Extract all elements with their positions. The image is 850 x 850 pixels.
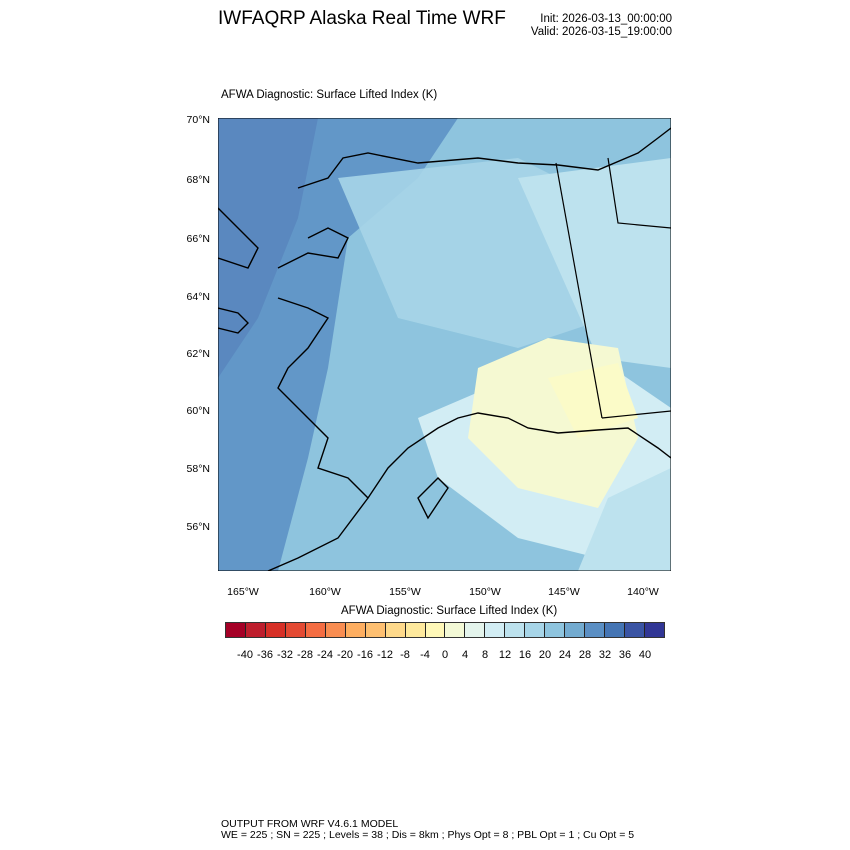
map-subtitle: AFWA Diagnostic: Surface Lifted Index (K… [221, 89, 438, 101]
colorbar-swatch [485, 623, 506, 637]
colorbar-swatch [545, 623, 566, 637]
colorbar-swatch [645, 623, 664, 637]
colorbar-title: AFWA Diagnostic: Surface Lifted Index (K… [341, 605, 558, 617]
lat-label: 60°N [186, 405, 210, 417]
colorbar-label: 12 [498, 649, 512, 661]
lon-label: 165°W [227, 586, 259, 598]
colorbar-label: -20 [337, 649, 353, 661]
footer: OUTPUT FROM WRF V4.6.1 MODEL WE = 225 ; … [221, 819, 634, 841]
colorbar-swatch [585, 623, 606, 637]
colorbar-label: -4 [420, 649, 430, 661]
colorbar-label: -36 [257, 649, 273, 661]
colorbar-swatch [305, 623, 326, 637]
field-gulf [578, 468, 671, 571]
lat-label: 70°N [186, 114, 210, 126]
lon-label: 145°W [548, 586, 580, 598]
colorbar-label: -24 [317, 649, 333, 661]
colorbar-label: -40 [237, 649, 253, 661]
footer-config: WE = 225 ; SN = 225 ; Levels = 38 ; Dis … [221, 829, 635, 841]
colorbar-swatch [325, 623, 346, 637]
colorbar-label: 4 [461, 649, 469, 661]
colorbar-label: 32 [598, 649, 612, 661]
colorbar-label: -16 [357, 649, 373, 661]
colorbar-swatch [405, 623, 426, 637]
colorbar-swatch [345, 623, 366, 637]
footer-model: OUTPUT FROM WRF V4.6.1 MODEL [221, 818, 399, 830]
colorbar-label: 0 [441, 649, 449, 661]
colorbar-swatch [245, 623, 266, 637]
colorbar-label: 16 [518, 649, 532, 661]
lat-label: 68°N [186, 174, 210, 186]
lat-label: 62°N [186, 348, 210, 360]
valid-time: Valid: 2026-03-15_19:00:00 [530, 26, 672, 38]
field-max-zone [548, 363, 638, 438]
colorbar-label: -32 [277, 649, 293, 661]
colorbar-swatch [525, 623, 546, 637]
borders [555, 157, 671, 419]
colorbar-swatch [505, 623, 526, 637]
lat-label: 58°N [186, 463, 210, 475]
colorbar-swatch [385, 623, 406, 637]
colorbar-swatch [565, 623, 586, 637]
lon-label: 155°W [389, 586, 421, 598]
field-yukon [518, 158, 671, 368]
colorbar-label: 24 [558, 649, 572, 661]
colorbar-swatch [425, 623, 446, 637]
colorbar-label: -8 [400, 649, 410, 661]
colorbar-label: 8 [481, 649, 489, 661]
init-valid-times: Init: 2026-03-13_00:00:00 Valid: 2026-03… [531, 13, 672, 39]
colorbar [225, 622, 665, 638]
colorbar-label: -12 [377, 649, 393, 661]
colorbar-label: 40 [638, 649, 652, 661]
coastlines [218, 127, 671, 571]
plot-title: IWFAQRP Alaska Real Time WRF [218, 8, 506, 29]
colorbar-swatch [265, 623, 286, 637]
init-time: Init: 2026-03-13_00:00:00 [540, 13, 672, 25]
colorbar-swatch [625, 623, 646, 637]
colorbar-label: 20 [538, 649, 552, 661]
lat-label: 66°N [186, 233, 210, 245]
colorbar-swatch [605, 623, 626, 637]
lat-label: 64°N [186, 291, 210, 303]
lon-label: 140°W [627, 586, 659, 598]
colorbar-swatch [285, 623, 306, 637]
colorbar-swatch [226, 623, 246, 637]
lon-label: 150°W [469, 586, 501, 598]
lon-label: 160°W [309, 586, 341, 598]
field-northwest [218, 118, 318, 378]
lat-label: 56°N [186, 521, 210, 533]
colorbar-label: 28 [578, 649, 592, 661]
colorbar-label: 36 [618, 649, 632, 661]
colorbar-label: -28 [297, 649, 313, 661]
colorbar-swatch [445, 623, 466, 637]
colorbar-swatch [365, 623, 386, 637]
map-plot [218, 118, 671, 571]
colorbar-swatch [465, 623, 486, 637]
